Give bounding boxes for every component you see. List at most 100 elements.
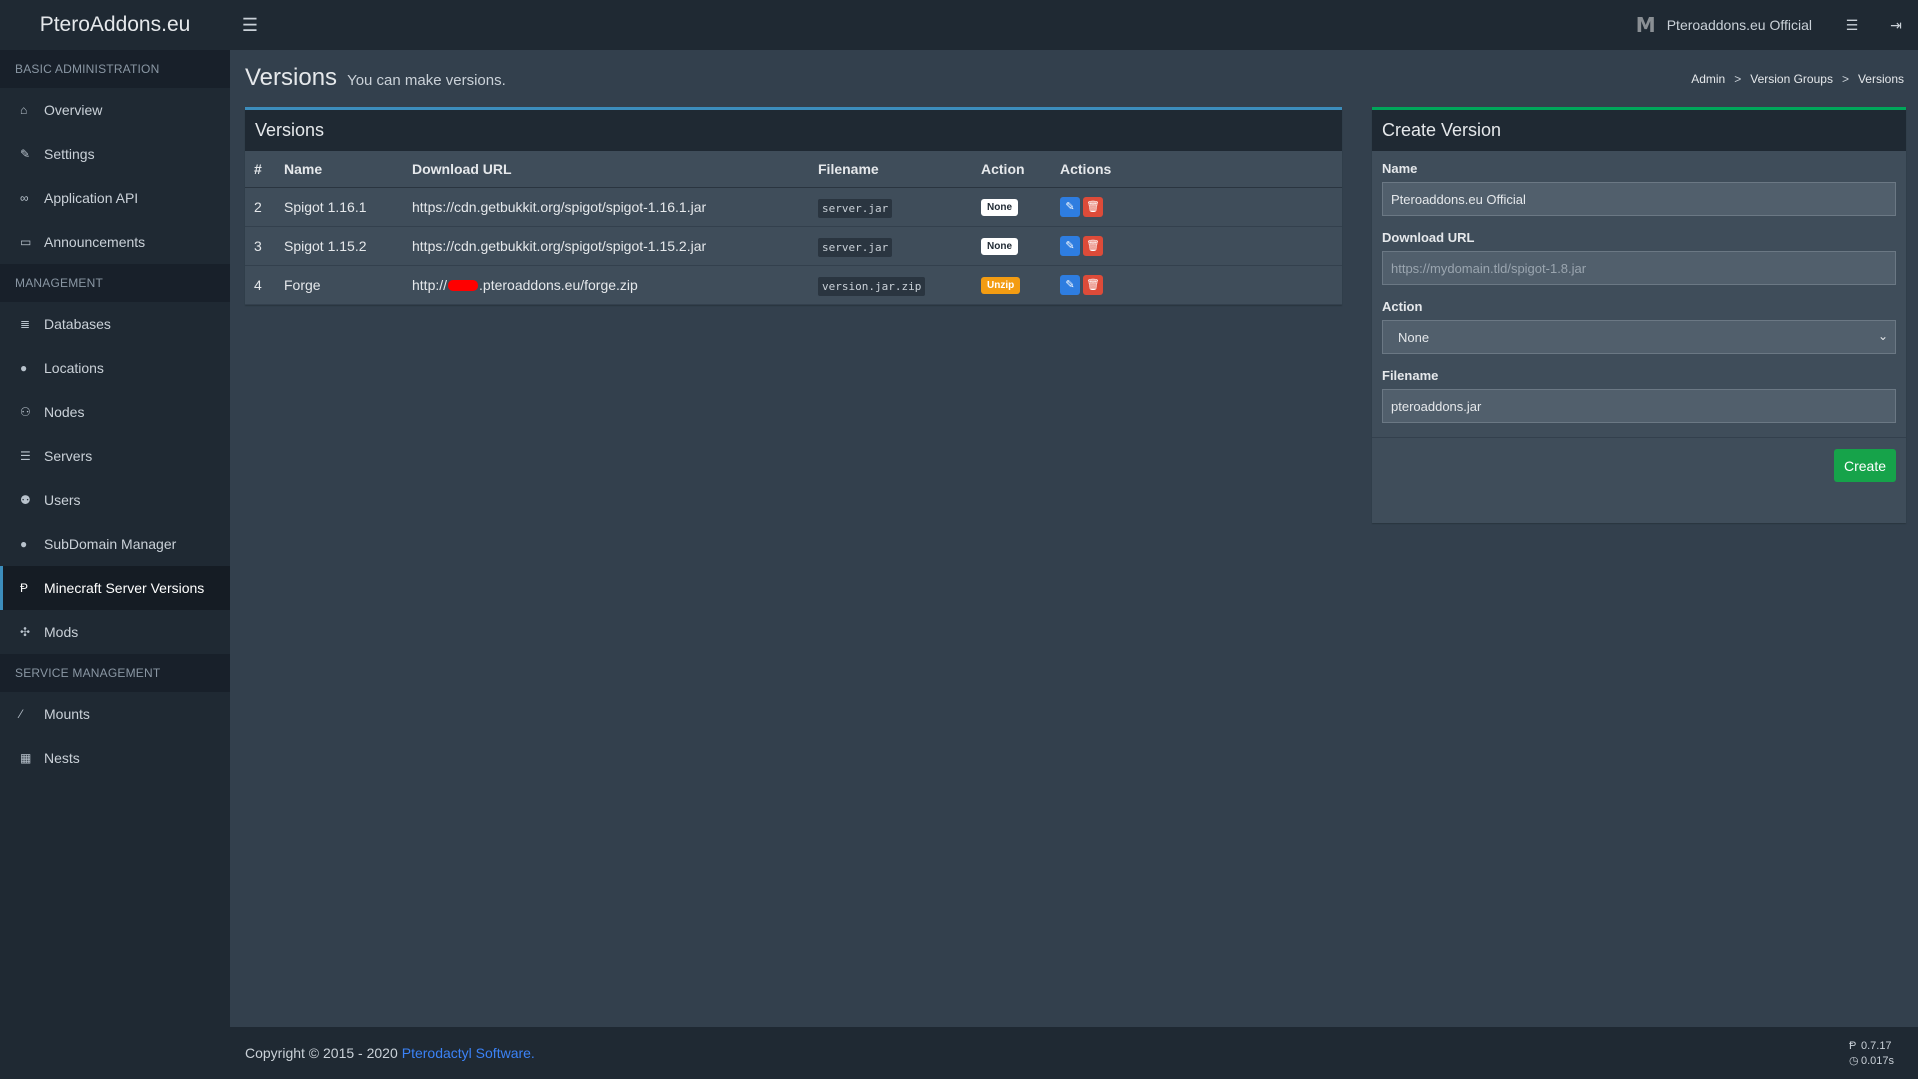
sidebar-item-minecraft-server-versions[interactable]: Ᵽ Minecraft Server Versions [0,566,230,610]
sidebar-item-nests[interactable]: ▦ Nests [0,736,230,780]
brand-logo[interactable]: PteroAddons.eu [39,13,191,36]
page-footer: Copyright © 2015 - 2020 Pterodactyl Soft… [230,1027,1918,1079]
sidebar-section-header: MANAGEMENT [0,264,230,302]
action-select-value[interactable]: None [1382,320,1896,354]
sidebar-item-announcements[interactable]: ▭ Announcements [0,220,230,264]
versions-box: Versions # Name Download URL Filename Ac… [245,107,1342,305]
sidebar-section-header: SERVICE MANAGEMENT [0,654,230,692]
sign-out-icon[interactable]: ⇥ [1890,16,1902,33]
download-url-cell: https://cdn.getbukkit.org/spigot/spigot-… [412,198,707,215]
action-group: Action None ⌄ [1382,299,1896,354]
pterodactyl-icon: Ᵽ [20,581,29,595]
top-navbar: PteroAddons.eu ☰ M Pteroaddons.eu Offici… [0,0,1918,50]
sidebar-item-label: Databases [44,316,111,332]
footer-meta: Ᵽ 0.7.17 ◷ 0.017s [1849,1039,1894,1069]
column-header-action: Action [972,151,1051,188]
filename-input[interactable] [1382,389,1896,423]
breadcrumb-separator: > [1841,72,1849,86]
globe-icon: ● [20,361,28,375]
breadcrumb-versions: Versions [1857,72,1904,86]
edit-icon[interactable]: ✎ [1060,235,1080,256]
actions-cell: ✎ 🗑 [1051,265,1342,305]
sidebar-item-settings[interactable]: ✎ Settings [0,132,230,176]
download-url: http:// .pteroaddons.eu/forge.zip [403,265,809,305]
action-cell: Unzip [972,265,1051,305]
sidebar-item-mods[interactable]: ✣ Mods [0,610,230,654]
user-menu[interactable]: M Pteroaddons.eu Official [1617,0,1830,50]
sidebar-item-locations[interactable]: ● Locations [0,346,230,390]
name-input[interactable] [1382,182,1896,216]
download-url-label: Download URL [1382,230,1475,245]
sidebar-section-header: BASIC ADMINISTRATION [0,50,230,88]
sidebar-item-application-api[interactable]: ∞ Application API [0,176,230,220]
avatar: M [1635,13,1656,37]
edit-icon[interactable]: ✎ [1060,196,1080,217]
sidebar-item-nodes[interactable]: ⚇ Nodes [0,390,230,434]
page-title: Versions [245,64,338,91]
create-version-footer: Create [1372,437,1906,493]
trash-icon[interactable]: 🗑 [1083,274,1103,295]
id-cell: 3 [245,226,275,266]
actions-cell: ✎ 🗑 [1051,226,1342,266]
edit-icon[interactable]: ✎ [1060,274,1080,295]
main-content: Versions You can make versions. Admin > … [230,50,1918,1027]
filename-code: version.jar.zip [818,276,926,296]
sidebar-toggle-icon[interactable]: ☰ [241,14,259,35]
page-subtitle: You can make versions. [347,72,506,89]
clock-icon: ◷ [1848,1055,1859,1067]
sidebar-item-users[interactable]: ⚉ Users [0,478,230,522]
url-suffix: .pteroaddons.eu/forge.zip [479,276,638,293]
magic-icon: ⁄ [20,707,23,721]
pterodactyl-link[interactable]: Pterodactyl Software. [401,1045,535,1061]
sidebar-item-overview[interactable]: ⌂ Overview [0,88,230,132]
column-header-id: # [245,151,275,188]
filename-group: Filename [1382,368,1896,423]
versions-table: # Name Download URL Filename Action Acti… [245,151,1342,305]
name-group: Name [1382,161,1896,216]
navbar-right: M Pteroaddons.eu Official ☰ ⇥ [1617,0,1918,50]
sidebar-item-subdomain-manager[interactable]: ● SubDomain Manager [0,522,230,566]
action-badge: None [981,199,1018,216]
user-name: Pteroaddons.eu Official [1666,17,1812,33]
redacted-mark [448,280,479,292]
wrench-icon: ✎ [20,147,31,161]
download-url: https://cdn.getbukkit.org/spigot/spigot-… [403,187,809,227]
action-select[interactable]: None ⌄ [1382,320,1896,354]
sidebar-item-label: Minecraft Server Versions [44,580,205,596]
action-badge: Unzip [981,277,1021,294]
sidebar-item-label: Users [44,492,81,508]
globe-icon: ● [20,537,28,551]
server-icon: ☰ [20,449,31,463]
action-label: Action [1382,299,1423,314]
puzzle-icon: ✣ [20,625,31,639]
create-version-form: Name Download URL Action None ⌄ Filename [1372,151,1906,423]
version-number: 0.7.17 [1860,1040,1892,1052]
download-url-group: Download URL [1382,230,1896,285]
download-url-input[interactable] [1382,251,1896,285]
breadcrumb-admin[interactable]: Admin [1691,72,1726,86]
trash-icon[interactable]: 🗑 [1083,235,1103,256]
breadcrumb-version-groups[interactable]: Version Groups [1750,72,1833,86]
create-button[interactable]: Create [1833,449,1896,482]
column-header-name: Name [275,151,403,188]
sidebar-item-label: Nodes [44,404,85,420]
sidebar-item-servers[interactable]: ☰ Servers [0,434,230,478]
home-icon: ⌂ [20,103,28,117]
sitemap-icon: ⚇ [20,405,31,419]
content-header: Versions You can make versions. [245,64,506,92]
table-row: 4 Forge http:// .pteroaddons.eu/forge.zip… [245,265,1342,305]
sidebar-item-mounts[interactable]: ⁄ Mounts [0,692,230,736]
actions-cell: ✎ 🗑 [1051,187,1342,227]
chevron-down-icon: ⌄ [1877,329,1888,343]
sidebar-item-databases[interactable]: ≣ Databases [0,302,230,346]
name-cell: Spigot 1.16.1 [275,187,403,227]
column-header-actions: Actions [1051,151,1342,188]
download-url: https://cdn.getbukkit.org/spigot/spigot-… [403,226,809,266]
trash-icon[interactable]: 🗑 [1083,196,1103,217]
sidebar: BASIC ADMINISTRATION ⌂ Overview ✎ Settings ∞ A… [0,50,230,1079]
table-header-row: # Name Download URL Filename Action Acti… [245,151,1342,188]
table-row: 3 Spigot 1.15.2 https://cdn.getbukkit.or… [245,226,1342,266]
sidebar-item-label: Settings [44,146,95,162]
server-list-icon[interactable]: ☰ [1845,16,1859,33]
action-badge: None [981,238,1018,255]
